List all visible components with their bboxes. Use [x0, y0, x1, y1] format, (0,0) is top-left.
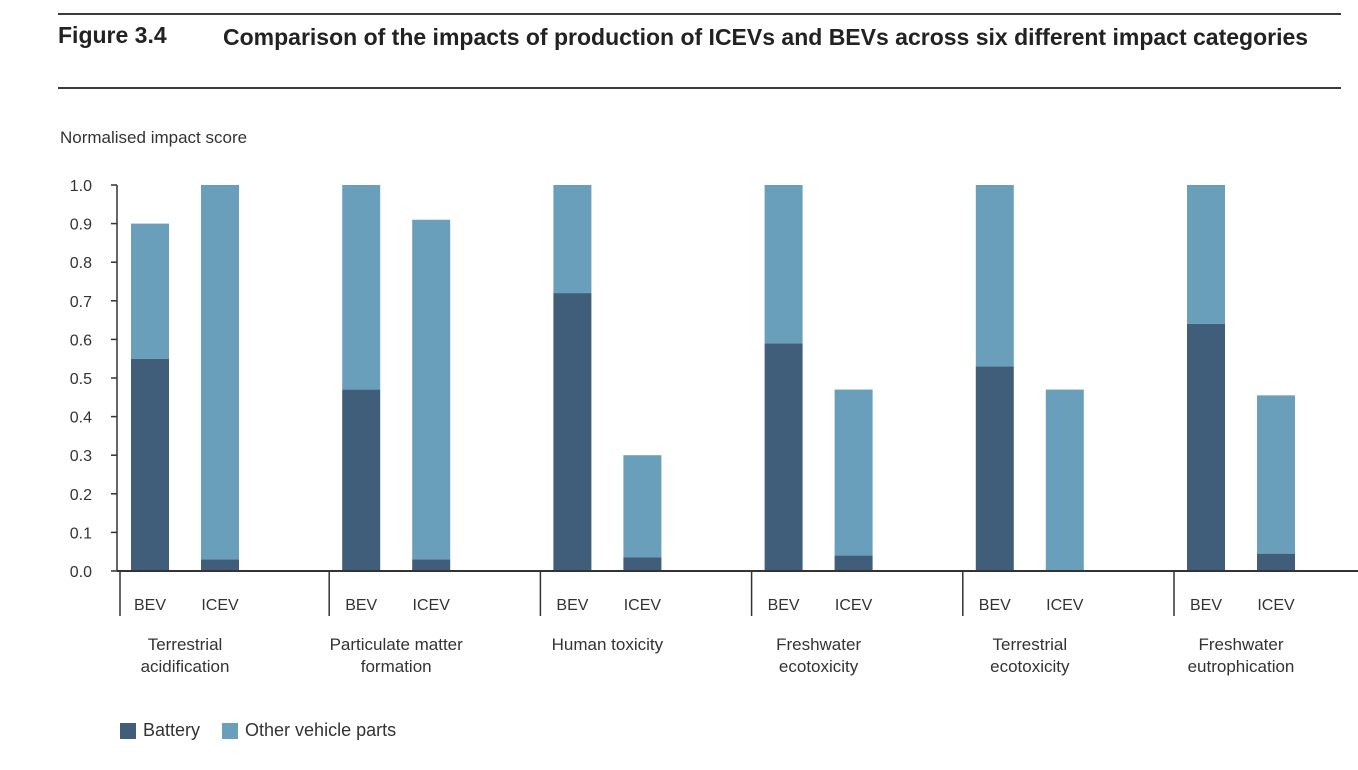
bar-other-bev-2	[342, 185, 381, 390]
legend: Battery Other vehicle parts	[120, 720, 396, 741]
x-bar-label: ICEV	[835, 597, 873, 614]
category-label: Terrestrial	[148, 635, 223, 654]
x-axis: BEV ICEV Terrestrial acidification BEV ICEV Pa…	[117, 570, 1358, 676]
bar-other-bev-1	[131, 223, 169, 359]
legend-item-other: Other vehicle parts	[222, 720, 396, 741]
category-label: formation	[361, 657, 432, 676]
y-tick-label: 0.7	[70, 294, 92, 311]
bar-battery-icev-4	[834, 555, 873, 571]
y-axis-title: Normalised impact score	[60, 128, 247, 147]
legend-swatch-other	[222, 722, 239, 739]
y-tick-label: 0.5	[70, 371, 92, 388]
bar-other-bev-3	[553, 185, 592, 294]
y-tick-label: 0.8	[70, 255, 92, 272]
category-label: Freshwater	[1198, 635, 1283, 654]
bar-battery-icev-2	[412, 559, 451, 571]
bar-battery-bev-6	[1187, 323, 1225, 571]
x-bar-label: BEV	[1190, 597, 1222, 614]
x-bar-label: ICEV	[413, 597, 451, 614]
bar-other-icev-6	[1257, 395, 1295, 554]
bar-battery-bev-1	[131, 358, 169, 571]
category-label: Human toxicity	[552, 635, 664, 654]
legend-item-battery: Battery	[120, 720, 200, 741]
category-label: Terrestrial	[992, 635, 1067, 654]
bar-other-bev-4	[764, 185, 803, 344]
x-bar-label: ICEV	[624, 597, 662, 614]
category-label: eutrophication	[1188, 657, 1295, 676]
bar-other-icev-2	[412, 219, 451, 560]
bar-battery-bev-2	[342, 389, 381, 571]
category-label: ecotoxicity	[779, 657, 859, 676]
y-tick-label: 0.4	[70, 410, 92, 427]
bar-other-bev-6	[1187, 185, 1225, 324]
category-label: acidification	[141, 657, 230, 676]
category-label: Freshwater	[776, 635, 861, 654]
y-tick-label: 0.6	[70, 332, 92, 349]
legend-label-battery: Battery	[143, 720, 201, 740]
y-tick-label: 0.3	[70, 448, 92, 465]
x-bar-label: ICEV	[1257, 597, 1295, 614]
bar-battery-icev-3	[623, 557, 662, 571]
y-tick-label: 0.1	[70, 525, 92, 542]
bar-other-icev-5	[1045, 389, 1084, 571]
y-tick-label: 0.2	[70, 487, 92, 504]
bar-other-icev-1	[201, 185, 239, 560]
bar-battery-icev-1	[201, 559, 239, 571]
x-bar-label: ICEV	[1046, 597, 1084, 614]
bar-other-icev-4	[834, 389, 873, 556]
x-bar-label: BEV	[768, 597, 800, 614]
x-bar-label: BEV	[979, 597, 1011, 614]
figure-title: Comparison of the impacts of production …	[223, 24, 1309, 50]
x-bar-label: BEV	[345, 597, 377, 614]
bar-battery-bev-4	[764, 343, 803, 571]
legend-swatch-battery	[120, 722, 136, 739]
bar-other-icev-3	[623, 455, 662, 558]
y-axis: 0.0 0.1 0.2 0.3 0.4 0.5 0.6 0.7 0.8 0.9 1.0	[70, 178, 118, 581]
y-tick-label: 1.0	[70, 178, 92, 195]
bars-layer	[131, 185, 1295, 571]
figure-label: Figure 3.4	[58, 22, 167, 48]
legend-label-other: Other vehicle parts	[245, 720, 397, 740]
bar-battery-bev-3	[553, 293, 592, 571]
x-bar-label: BEV	[134, 597, 166, 614]
x-bar-label: BEV	[556, 597, 588, 614]
category-label: ecotoxicity	[990, 657, 1070, 676]
bar-other-bev-5	[975, 185, 1014, 367]
category-label: Particulate matter	[330, 635, 464, 654]
figure-bottom-rule	[58, 87, 1341, 89]
bar-battery-icev-6	[1257, 553, 1295, 571]
figure-top-rule	[58, 13, 1341, 15]
x-bar-label: ICEV	[201, 597, 239, 614]
bar-battery-bev-5	[975, 366, 1014, 571]
y-tick-label: 0.0	[70, 564, 92, 581]
y-tick-label: 0.9	[70, 217, 92, 234]
